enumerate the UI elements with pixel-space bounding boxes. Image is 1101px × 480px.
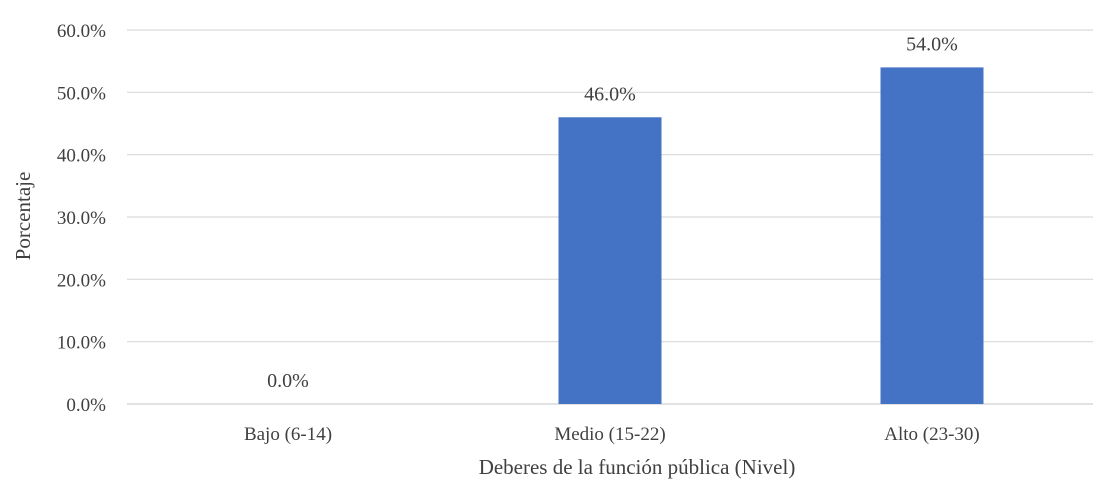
x-axis-tick-labels: Bajo (6-14) Medio (15-22) Alto (23-30) (244, 424, 980, 445)
x-tick-label: Bajo (6-14) (244, 424, 332, 445)
x-axis-title: Deberes de la función pública (Nivel) (479, 455, 796, 479)
y-tick-label: 0.0% (66, 395, 106, 416)
y-tick-label: 10.0% (57, 333, 106, 354)
y-tick-label: 60.0% (57, 21, 106, 42)
y-tick-label: 40.0% (57, 146, 106, 167)
y-tick-label: 30.0% (57, 208, 106, 229)
bar (880, 67, 984, 405)
y-tick-label: 50.0% (57, 83, 106, 104)
x-tick-label: Alto (23-30) (884, 424, 980, 445)
y-tick-label: 20.0% (57, 270, 106, 291)
y-axis-tick-labels: 0.0% 10.0% 20.0% 30.0% 40.0% 50.0% 60.0% (57, 21, 106, 416)
bars (558, 67, 984, 405)
y-axis-title: Porcentaje (11, 172, 35, 261)
bar (558, 117, 662, 405)
x-tick-label: Medio (15-22) (554, 424, 665, 445)
data-label: 54.0% (906, 33, 958, 55)
data-labels: 0.0% 46.0% 54.0% (267, 33, 958, 392)
data-label: 0.0% (267, 370, 309, 392)
data-label: 46.0% (584, 83, 636, 105)
